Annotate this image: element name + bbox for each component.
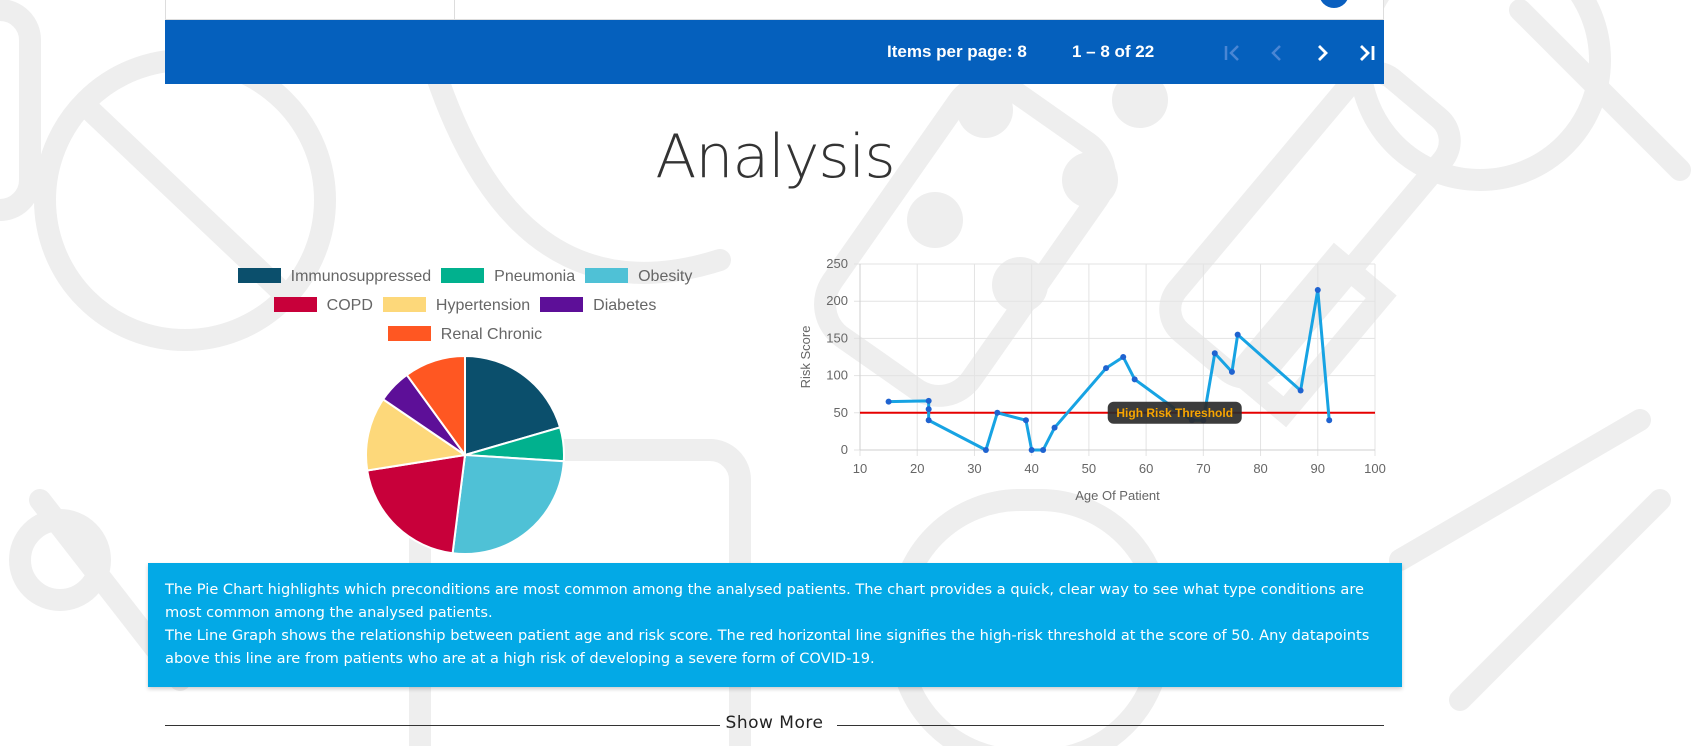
x-tick-label: 100	[1364, 461, 1386, 476]
page-title: Analysis	[655, 122, 895, 192]
x-tick-label: 10	[853, 461, 867, 476]
x-tick-label: 90	[1311, 461, 1325, 476]
pie-slice[interactable]	[405, 354, 466, 459]
pie-description: The Pie Chart highlights which precondit…	[165, 581, 1365, 621]
legend-swatch	[382, 297, 426, 312]
legend-label: Pneumonia	[494, 268, 576, 285]
pie-slice[interactable]	[365, 397, 468, 472]
legend-label: Renal Chronic	[440, 326, 543, 343]
y-tick-label: 0	[841, 442, 848, 457]
legend-label: Diabetes	[593, 297, 657, 314]
divider-right	[837, 725, 1384, 726]
data-point[interactable]	[1228, 368, 1235, 375]
data-point[interactable]	[1131, 376, 1138, 383]
pie-slice[interactable]	[451, 453, 565, 555]
preconditions-pie-chart	[365, 354, 565, 555]
threshold-label: High Risk Threshold	[1116, 406, 1233, 420]
data-point[interactable]	[1326, 417, 1333, 424]
x-tick-label: 40	[1024, 461, 1038, 476]
y-axis-label: Risk Score	[798, 326, 813, 389]
legend-swatch	[585, 268, 629, 283]
data-point[interactable]	[994, 409, 1001, 416]
data-point[interactable]	[925, 406, 932, 413]
table-column-divider	[454, 0, 455, 20]
data-point[interactable]	[1022, 417, 1029, 424]
data-point[interactable]	[1234, 331, 1241, 338]
data-point[interactable]	[1051, 424, 1058, 431]
legend-row: Immunosuppressed Pneumonia Obesity	[215, 262, 715, 291]
data-point[interactable]	[1103, 365, 1110, 372]
legend-row: Renal Chronic	[215, 320, 715, 349]
data-point[interactable]	[1028, 447, 1035, 453]
legend-item[interactable]: Obesity	[585, 262, 692, 291]
chevron-right-icon[interactable]	[1307, 38, 1337, 68]
data-point[interactable]	[925, 397, 932, 404]
legend-swatch	[237, 268, 281, 283]
legend-label: Obesity	[638, 268, 693, 285]
y-tick-label: 200	[826, 293, 848, 308]
y-tick-label: 250	[826, 256, 848, 271]
series-line	[888, 288, 1331, 452]
legend-item[interactable]: Pneumonia	[441, 262, 575, 291]
data-point[interactable]	[1297, 387, 1304, 394]
legend-swatch	[273, 297, 317, 312]
paginator: Items per page: 8 1 – 8 of 22	[165, 20, 1384, 84]
legend-label: Hypertension	[435, 297, 531, 314]
divider-left	[165, 725, 720, 726]
data-point[interactable]	[925, 417, 932, 424]
legend-item[interactable]: COPD	[273, 291, 373, 320]
legend-item[interactable]: Hypertension	[382, 291, 531, 320]
data-point[interactable]	[1314, 287, 1321, 294]
data-point[interactable]	[1211, 350, 1218, 357]
data-point[interactable]	[1040, 447, 1047, 453]
legend-item[interactable]: Diabetes	[540, 291, 656, 320]
items-per-page[interactable]: Items per page: 8	[887, 42, 1027, 61]
threshold-label-bg	[1107, 401, 1242, 424]
y-tick-label: 100	[826, 368, 848, 383]
legend-swatch	[387, 326, 431, 341]
line-description: The Line Graph shows the relationship be…	[165, 627, 1370, 667]
x-tick-label: 50	[1082, 461, 1096, 476]
legend-item[interactable]: Renal Chronic	[387, 320, 543, 349]
chevron-left-icon[interactable]	[1262, 38, 1292, 68]
show-more-button[interactable]: Show More	[725, 713, 824, 733]
show-more[interactable]: Show More	[165, 712, 1384, 738]
chart-description: The Pie Chart highlights which precondit…	[148, 563, 1402, 687]
pie-slice[interactable]	[366, 453, 467, 555]
pie-slice[interactable]	[464, 354, 562, 457]
pie-legend: Immunosuppressed Pneumonia Obesity COPD Hype…	[215, 262, 715, 349]
last-page-icon[interactable]	[1352, 38, 1382, 68]
table-bottom-edge	[165, 0, 1384, 20]
legend-swatch	[441, 268, 485, 283]
x-tick-label: 60	[1139, 461, 1153, 476]
legend-item[interactable]: Immunosuppressed	[237, 262, 432, 291]
legend-label: COPD	[326, 297, 373, 314]
x-tick-label: 70	[1196, 461, 1210, 476]
x-tick-label: 80	[1253, 461, 1267, 476]
data-point[interactable]	[885, 398, 892, 405]
row-action-button[interactable]	[1319, 0, 1349, 8]
x-tick-label: 30	[967, 461, 981, 476]
risk-score-line-chart: 10 20 30 40 50 60 70 80 90 100 0 50 100 150 200 250 Age …	[798, 256, 1386, 503]
y-tick-label: 50	[834, 405, 848, 420]
data-point[interactable]	[982, 447, 989, 453]
page-range: 1 – 8 of 22	[1072, 42, 1155, 61]
x-tick-label: 20	[910, 461, 924, 476]
legend-label: Immunosuppressed	[290, 268, 432, 285]
legend-swatch	[540, 297, 584, 312]
data-point[interactable]	[1120, 354, 1127, 360]
legend-row: COPD Hypertension Diabetes	[215, 291, 715, 320]
y-tick-label: 150	[826, 330, 848, 345]
first-page-icon[interactable]	[1217, 38, 1247, 68]
x-axis-label: Age Of Patient	[1075, 488, 1160, 503]
